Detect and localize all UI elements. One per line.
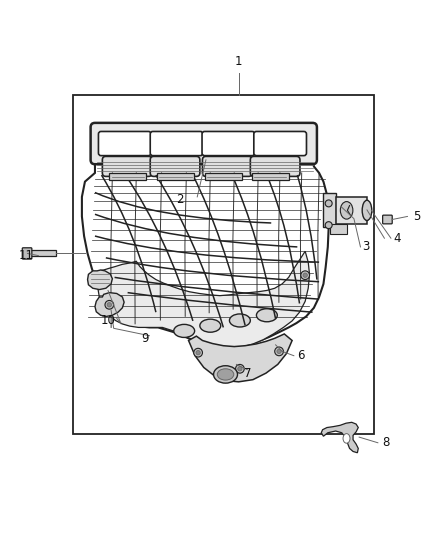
Circle shape — [325, 200, 332, 207]
Circle shape — [301, 271, 310, 279]
FancyBboxPatch shape — [102, 156, 152, 176]
Text: 5: 5 — [413, 210, 420, 223]
Ellipse shape — [200, 319, 221, 332]
FancyBboxPatch shape — [99, 132, 151, 156]
Bar — [110, 173, 146, 180]
Ellipse shape — [343, 434, 350, 443]
Text: 2: 2 — [176, 192, 184, 206]
Bar — [336, 197, 367, 224]
Text: 6: 6 — [297, 349, 305, 362]
Bar — [28, 251, 56, 256]
Text: 1: 1 — [235, 55, 242, 68]
Ellipse shape — [362, 200, 372, 221]
Circle shape — [238, 367, 242, 371]
Circle shape — [325, 222, 332, 229]
Bar — [330, 224, 346, 234]
Circle shape — [303, 273, 307, 277]
PathPatch shape — [321, 422, 358, 453]
FancyBboxPatch shape — [254, 132, 307, 156]
FancyBboxPatch shape — [91, 123, 317, 164]
FancyBboxPatch shape — [22, 248, 32, 259]
Text: 3: 3 — [363, 240, 370, 253]
Text: 8: 8 — [382, 437, 389, 449]
Circle shape — [196, 351, 200, 355]
Ellipse shape — [174, 325, 194, 337]
FancyBboxPatch shape — [383, 215, 392, 224]
Circle shape — [275, 347, 283, 356]
Text: 11: 11 — [19, 249, 34, 262]
PathPatch shape — [88, 270, 113, 289]
Bar — [205, 173, 242, 180]
Bar — [252, 173, 289, 180]
FancyBboxPatch shape — [251, 156, 300, 176]
Ellipse shape — [256, 309, 277, 322]
PathPatch shape — [188, 334, 292, 382]
PathPatch shape — [97, 251, 310, 348]
Text: 4: 4 — [393, 232, 401, 245]
PathPatch shape — [82, 160, 328, 349]
Bar — [323, 192, 336, 228]
Bar — [157, 173, 194, 180]
Circle shape — [277, 349, 281, 353]
Ellipse shape — [217, 369, 234, 380]
Text: 9: 9 — [141, 332, 149, 345]
FancyBboxPatch shape — [150, 156, 200, 176]
Circle shape — [236, 365, 244, 373]
PathPatch shape — [95, 293, 124, 317]
Circle shape — [105, 301, 114, 309]
Text: 10: 10 — [101, 314, 116, 327]
FancyBboxPatch shape — [150, 132, 203, 156]
Ellipse shape — [230, 314, 251, 327]
Bar — [73, 94, 374, 434]
FancyBboxPatch shape — [202, 132, 254, 156]
Text: 7: 7 — [244, 367, 251, 379]
Circle shape — [107, 303, 112, 307]
Circle shape — [194, 349, 202, 357]
Ellipse shape — [214, 366, 237, 383]
FancyBboxPatch shape — [202, 156, 252, 176]
Ellipse shape — [340, 201, 353, 219]
